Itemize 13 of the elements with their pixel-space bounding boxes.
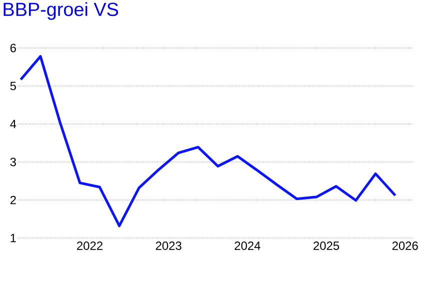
y-tick-label: 4: [10, 120, 16, 128]
y-tick-label: 5: [10, 82, 16, 90]
x-tick-label: 2023: [156, 242, 182, 250]
line-series: [19, 55, 397, 228]
chart-title: BBP-groei VS: [4, 2, 118, 20]
y-tick-label: 2: [10, 196, 16, 204]
y-tick-label: 6: [10, 44, 16, 52]
x-tick-label: 2024: [234, 242, 260, 250]
x-tick-label: 2026: [392, 242, 418, 250]
x-tick-label: 2025: [314, 242, 340, 250]
y-tick-label: 1: [10, 234, 16, 242]
y-tick-label: 3: [10, 158, 16, 166]
x-tick-label: 2022: [77, 242, 102, 250]
